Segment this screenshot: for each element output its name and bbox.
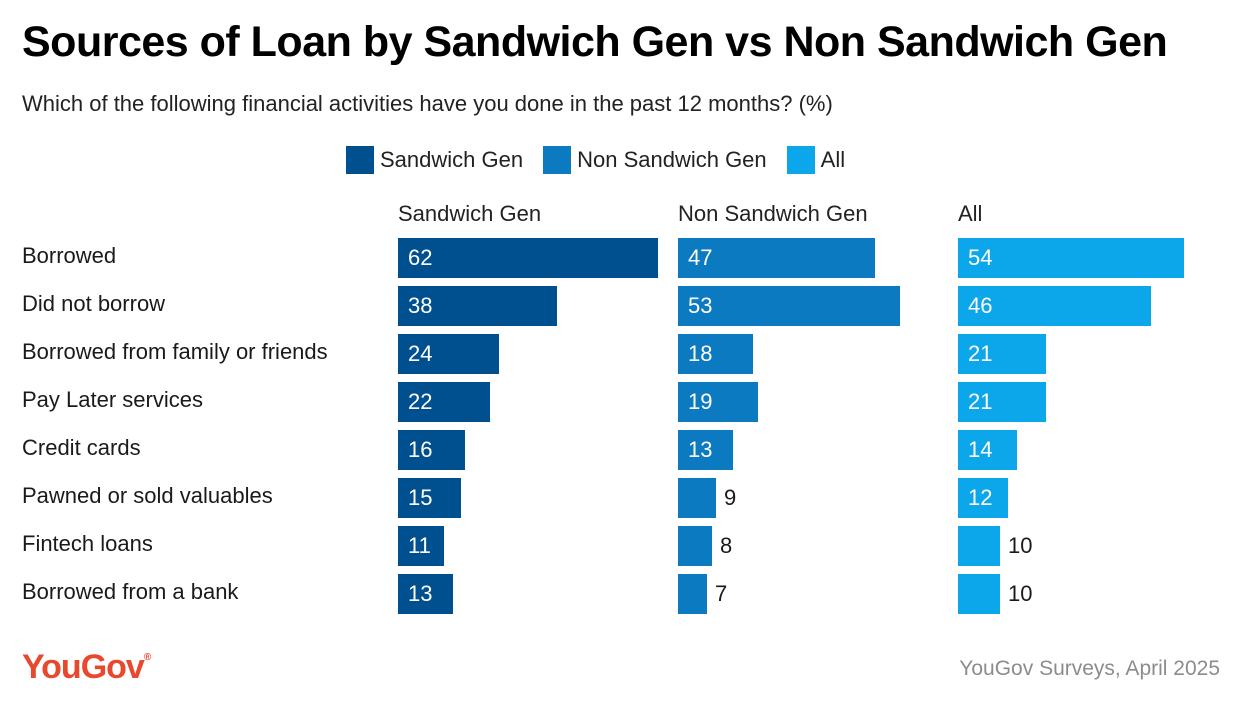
data-label-non-sandwich-gen: 8 bbox=[720, 533, 733, 558]
legend-label-sandwich-gen: Sandwich Gen bbox=[380, 147, 524, 172]
data-label-non-sandwich-gen: 13 bbox=[688, 437, 713, 462]
data-label-sandwich-gen: 62 bbox=[408, 245, 433, 270]
column-header-all: All bbox=[958, 201, 983, 226]
data-label-all: 12 bbox=[968, 485, 993, 510]
data-label-sandwich-gen: 22 bbox=[408, 389, 433, 414]
bar-non-sandwich-gen bbox=[678, 334, 753, 374]
data-label-non-sandwich-gen: 53 bbox=[688, 293, 713, 318]
legend-swatch-all bbox=[786, 146, 815, 174]
source-note: YouGov Surveys, April 2025 bbox=[959, 657, 1220, 680]
bar-sandwich-gen bbox=[398, 526, 444, 566]
logo-text: YouGov bbox=[22, 648, 145, 686]
legend-swatch-non-sandwich-gen bbox=[543, 146, 572, 174]
legend-label-non-sandwich-gen: Non Sandwich Gen bbox=[577, 147, 767, 172]
data-label-sandwich-gen: 15 bbox=[408, 485, 433, 510]
bar-non-sandwich-gen bbox=[678, 382, 758, 422]
data-label-all: 21 bbox=[968, 341, 993, 366]
legend-swatch-sandwich-gen bbox=[346, 146, 374, 174]
data-label-non-sandwich-gen: 7 bbox=[715, 581, 728, 606]
yougov-logo: YouGov® bbox=[22, 648, 151, 687]
bar-sandwich-gen bbox=[398, 574, 453, 614]
legend-item-all: All bbox=[786, 146, 846, 174]
category-label: Borrowed from family or friends bbox=[22, 339, 328, 364]
data-label-sandwich-gen: 11 bbox=[408, 533, 431, 558]
bar-all bbox=[958, 238, 1184, 278]
category-label: Did not borrow bbox=[22, 291, 166, 316]
bar-non-sandwich-gen bbox=[678, 430, 733, 470]
bar-sandwich-gen bbox=[398, 478, 461, 518]
bar-all bbox=[958, 382, 1046, 422]
category-label: Borrowed bbox=[22, 243, 117, 268]
column-header-sandwich-gen: Sandwich Gen bbox=[398, 201, 542, 226]
bar-all bbox=[958, 334, 1046, 374]
data-label-non-sandwich-gen: 47 bbox=[688, 245, 713, 270]
data-label-non-sandwich-gen: 18 bbox=[688, 341, 713, 366]
category-label: Borrowed from a bank bbox=[22, 579, 239, 604]
bar-sandwich-gen bbox=[398, 334, 499, 374]
legend-item-sandwich-gen: Sandwich Gen bbox=[346, 146, 523, 174]
category-label: Pay Later services bbox=[22, 387, 203, 412]
bar-sandwich-gen bbox=[398, 238, 658, 278]
chart-title: Sources of Loan by Sandwich Gen vs Non S… bbox=[22, 18, 1168, 66]
bar-non-sandwich-gen bbox=[678, 574, 707, 614]
registered-mark-icon: ® bbox=[143, 652, 151, 663]
chart-subtitle: Which of the following financial activit… bbox=[22, 91, 833, 116]
bar-non-sandwich-gen bbox=[678, 286, 900, 326]
legend: Sandwich Gen Non Sandwich Gen All bbox=[346, 146, 865, 174]
data-label-non-sandwich-gen: 19 bbox=[688, 389, 713, 414]
data-label-all: 54 bbox=[968, 245, 993, 270]
data-label-sandwich-gen: 24 bbox=[408, 341, 433, 366]
category-label: Fintech loans bbox=[22, 531, 153, 556]
bar-all bbox=[958, 478, 1008, 518]
category-label: Pawned or sold valuables bbox=[22, 483, 273, 508]
bar-non-sandwich-gen bbox=[678, 238, 875, 278]
bar-all bbox=[958, 526, 1000, 566]
data-label-all: 10 bbox=[1008, 533, 1033, 558]
data-label-sandwich-gen: 16 bbox=[408, 437, 433, 462]
bar-non-sandwich-gen bbox=[678, 478, 716, 518]
bar-non-sandwich-gen bbox=[678, 526, 712, 566]
data-label-non-sandwich-gen: 9 bbox=[724, 485, 737, 510]
bar-all bbox=[958, 430, 1017, 470]
data-label-all: 10 bbox=[1008, 581, 1033, 606]
legend-item-non-sandwich-gen: Non Sandwich Gen bbox=[543, 146, 767, 174]
bar-sandwich-gen bbox=[398, 382, 490, 422]
bar-all bbox=[958, 286, 1151, 326]
data-label-all: 46 bbox=[968, 293, 993, 318]
data-label-sandwich-gen: 13 bbox=[408, 581, 433, 606]
column-header-non-sandwich-gen: Non Sandwich Gen bbox=[678, 201, 868, 226]
bar-sandwich-gen bbox=[398, 430, 465, 470]
legend-label-all: All bbox=[820, 147, 846, 172]
category-label: Credit cards bbox=[22, 435, 141, 460]
bar-sandwich-gen bbox=[398, 286, 557, 326]
data-label-all: 14 bbox=[968, 437, 993, 462]
data-label-sandwich-gen: 38 bbox=[408, 293, 433, 318]
data-label-all: 21 bbox=[968, 389, 993, 414]
bar-all bbox=[958, 574, 1000, 614]
